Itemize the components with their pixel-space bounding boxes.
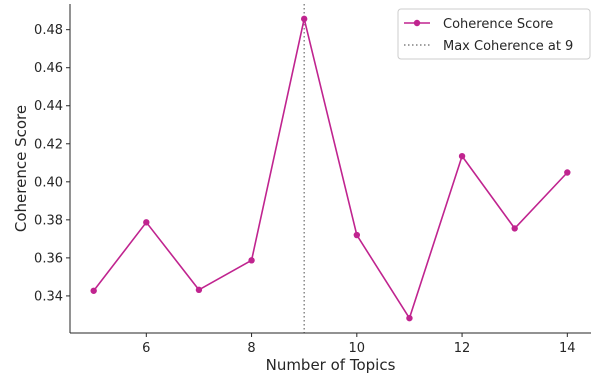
y-tick-label: 0.42: [34, 137, 63, 152]
data-point: [195, 286, 203, 294]
x-tick-label: 12: [454, 341, 471, 356]
data-point: [248, 257, 255, 264]
x-axis-label: Number of Topics: [266, 356, 396, 374]
x-tick-label: 10: [349, 341, 366, 356]
y-axis-label: Coherence Score: [12, 105, 30, 232]
x-tick-label: 8: [247, 341, 255, 356]
y-tick-label: 0.34: [34, 289, 63, 304]
legend-series-marker: [413, 19, 421, 27]
legend-series-label: Coherence Score: [443, 17, 553, 32]
data-point: [353, 231, 361, 239]
y-tick-label: 0.40: [34, 175, 63, 190]
y-tick-label: 0.48: [34, 23, 63, 38]
y-axis-ticks: 0.34 0.36 0.38 0.40 0.42 0.44 0.46 0.48: [34, 23, 70, 304]
y-tick-label: 0.46: [34, 61, 63, 76]
plot-area: [90, 4, 571, 333]
series-line: [93, 18, 568, 319]
x-tick-label: 14: [559, 341, 576, 356]
x-axis-ticks: 6 8 10 12 14: [142, 333, 576, 356]
data-point: [300, 15, 308, 23]
data-point: [406, 314, 413, 322]
y-tick-label: 0.38: [34, 213, 63, 228]
data-point: [458, 152, 466, 160]
y-tick-label: 0.44: [34, 99, 63, 114]
data-point: [90, 287, 97, 294]
y-tick-label: 0.36: [34, 251, 63, 266]
data-point: [511, 225, 518, 232]
legend: Coherence Score Max Coherence at 9: [397, 8, 591, 60]
legend-box: [397, 8, 591, 60]
x-tick-label: 6: [142, 341, 150, 356]
data-point: [143, 219, 150, 226]
data-point: [564, 169, 571, 176]
legend-reference-label: Max Coherence at 9: [443, 39, 573, 54]
